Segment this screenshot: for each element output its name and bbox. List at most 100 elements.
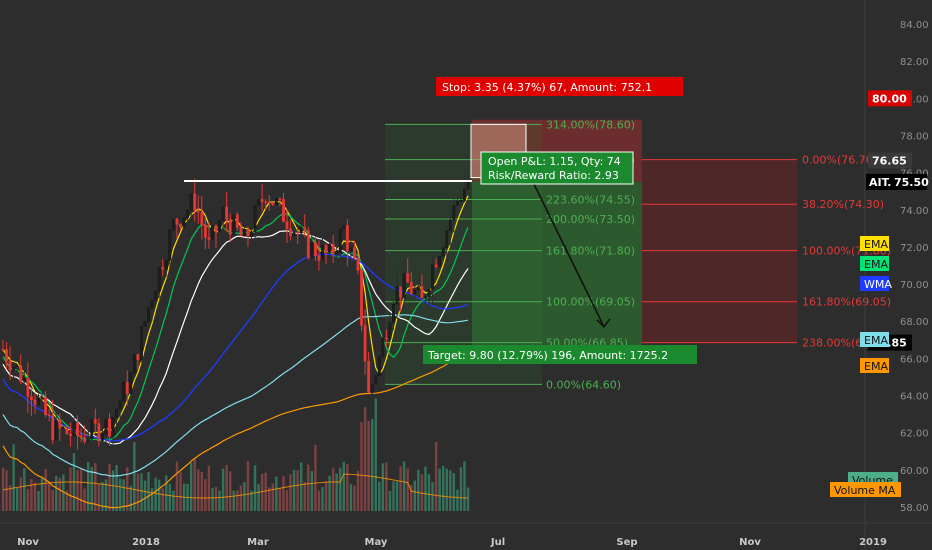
candle-body: [257, 199, 260, 206]
candle-body: [200, 211, 204, 225]
volume-bar: [97, 484, 101, 511]
time-tick-label: 2019: [859, 537, 887, 548]
time-tick-label: Nov: [739, 537, 761, 548]
fib-ext-label: 314.00%(78.60): [546, 118, 635, 131]
candle-body: [409, 282, 413, 294]
position-zones: [385, 119, 797, 385]
price-tick-label: 66.00: [900, 354, 929, 365]
candle-body: [150, 300, 154, 308]
candle-body: [203, 224, 207, 238]
volume-bar: [417, 469, 420, 511]
volume-bar: [331, 468, 335, 511]
volume-bar: [452, 473, 456, 511]
legend-swatch: [860, 276, 889, 291]
fib-ext-label: 223.60%(74.55): [546, 194, 635, 207]
candle-body: [314, 242, 317, 257]
legend-label: Volume MA: [834, 484, 896, 497]
moving-average-line: [2, 351, 469, 509]
candle-body: [406, 273, 410, 283]
candle-body: [317, 255, 321, 261]
candle-body: [402, 273, 406, 298]
volume-bar: [51, 490, 54, 511]
volume-bar: [147, 472, 150, 511]
volume-bar: [197, 469, 200, 511]
candle-body: [335, 251, 339, 254]
projection-arrow-head: [596, 318, 611, 329]
volume-bar: [154, 477, 157, 511]
candle-body: [324, 245, 328, 253]
volume-bar: [140, 473, 143, 511]
volume-bar: [150, 488, 154, 511]
time-axis[interactable]: Nov 2018 Mar May Jul Sep Nov 2019: [0, 522, 932, 548]
volume-bar: [275, 476, 278, 511]
volume-bar: [232, 490, 235, 511]
volume-bar: [420, 474, 424, 511]
volume-bar: [161, 488, 164, 511]
candle-body: [395, 286, 399, 305]
price-axis[interactable]: 58.00 60.00 62.00 64.00 66.00 68.00 70.00 72.00…: [864, 0, 929, 550]
volume-bar: [214, 486, 218, 511]
candle-body: [125, 381, 129, 394]
candle-body: [100, 433, 104, 441]
candle-body: [328, 244, 331, 253]
volume-bar: [466, 487, 470, 511]
candle-body: [424, 296, 427, 299]
candle-body: [175, 218, 179, 225]
volume-bar: [207, 465, 211, 511]
candle-body: [22, 377, 26, 382]
volume-bar: [104, 479, 108, 511]
candle-body: [296, 232, 300, 234]
volume-bar: [363, 407, 367, 511]
legend-swatch: [860, 332, 889, 347]
candle-body: [299, 227, 303, 234]
candle-body: [132, 354, 136, 373]
volume-bar: [353, 485, 356, 511]
price-marker-bg: [868, 90, 912, 107]
volume-bar: [19, 477, 22, 511]
candle-body: [221, 206, 225, 221]
price-tick-label: 80.00: [900, 94, 929, 105]
volume-bar: [324, 481, 328, 511]
volume-bar: [349, 484, 353, 511]
volume-bar: [12, 444, 15, 511]
volume-bar: [16, 487, 19, 511]
volume-bar: [211, 488, 214, 511]
candle-body: [168, 229, 172, 261]
candle-body: [193, 193, 197, 211]
candle-body: [211, 225, 214, 240]
stop-label: Stop: 3.35 (4.37%) 67, Amount: 752.1: [442, 81, 652, 94]
candle-body: [381, 337, 385, 357]
stop-label-bg: [436, 77, 683, 96]
candle-body: [246, 229, 250, 237]
price-tick-label: 58.00: [900, 503, 929, 514]
candle-body: [8, 360, 12, 371]
volume-bar: [264, 472, 267, 511]
candle-body: [157, 267, 161, 292]
candle-body: [360, 270, 363, 326]
fib-ext-label: 200.00%(73.50): [546, 213, 635, 226]
ticker-tag: AIT: [869, 176, 890, 189]
volume-bar: [378, 481, 381, 511]
volume-bar: [90, 467, 93, 511]
volume-bar: [5, 470, 8, 511]
fib-ext-label: 0.00%(64.60): [546, 378, 621, 391]
target-zone: [472, 181, 642, 364]
volume-bar: [427, 474, 431, 511]
volume-bar: [268, 487, 271, 511]
candle-body: [122, 381, 126, 402]
candle-body: [267, 201, 271, 204]
candle-body: [274, 198, 278, 206]
price-tick-label: 84.00: [900, 20, 929, 31]
candle-body: [186, 209, 189, 218]
volume-bar: [424, 466, 427, 511]
target-label-bg: [423, 345, 697, 364]
candle-body: [392, 303, 395, 323]
candle-body: [26, 377, 30, 397]
pnl-box: [480, 151, 634, 185]
candle-body: [19, 365, 23, 382]
volume-bar: [260, 474, 264, 511]
volume-bar: [392, 481, 395, 511]
volume-bar: [87, 462, 90, 511]
